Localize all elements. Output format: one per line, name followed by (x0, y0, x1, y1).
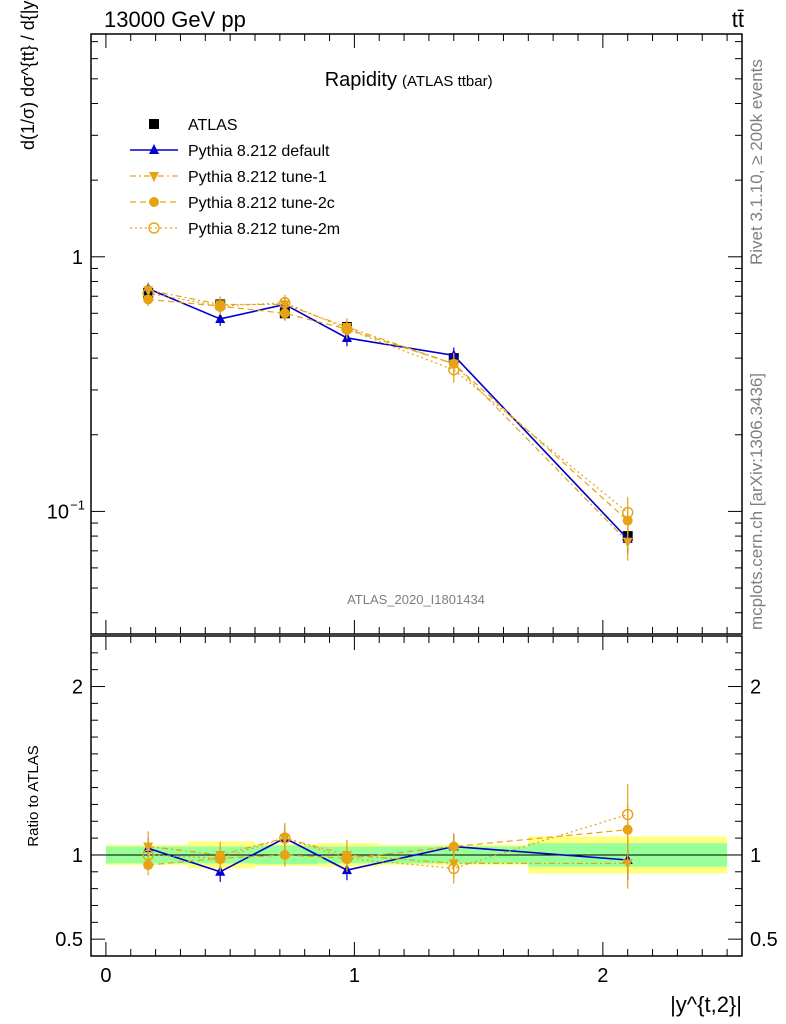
series-tune2c (143, 293, 633, 537)
marker-tune2m (341, 323, 353, 335)
x-tick-label: 2 (597, 965, 608, 987)
series-line-default (147, 287, 629, 540)
main-panel: 1 10 −1 Rapidity (ATLAS ttbar) ATLAS_2020_… (18, 0, 743, 635)
legend-label-tune1: Pythia 8.212 tune-1 (188, 169, 327, 186)
legend-label-tune2m: Pythia 8.212 tune-2m (188, 221, 340, 238)
ratio-ytick-label-right: 1 (750, 845, 761, 867)
ratio-ytick-label-left: 1 (72, 845, 83, 867)
legend-item-tune2c: Pythia 8.212 tune-2c (130, 195, 335, 212)
ratio-series-layer (142, 784, 634, 889)
ratio-ytick-label-left: 0.5 (55, 929, 83, 951)
ratio-marker-tune1 (622, 859, 633, 870)
series-data (143, 287, 633, 547)
main-axis-ticks: 1 10 −1 (47, 34, 742, 634)
legend-item-tune2m: Pythia 8.212 tune-2m (130, 221, 340, 238)
series-default (143, 282, 633, 555)
ratio-marker-tune2m (341, 852, 353, 865)
analysis-watermark: ATLAS_2020_I1801434 (347, 592, 485, 607)
series-tune1 (143, 282, 633, 561)
legend-marker-default (149, 144, 159, 154)
series-line-tune2c (148, 298, 629, 522)
legend-item-tune1: Pythia 8.212 tune-1 (130, 169, 327, 186)
marker-tune2m (142, 287, 154, 299)
x-axis-label: |y^{t,2}| (670, 992, 742, 1017)
energy-label: 13000 GeV pp (104, 7, 246, 32)
main-series-layer (142, 282, 634, 561)
main-ylabel: d(1/σ) dσ^{tt} / d{|y^{t,2}|} (18, 0, 38, 150)
main-ytick-label: 10 (47, 501, 69, 523)
series-line-tune1 (148, 289, 629, 543)
ratio-marker-tune2m (448, 862, 460, 875)
legend-label-data: ATLAS (188, 117, 238, 134)
ratio-line-tune1 (148, 837, 628, 864)
series-line-tune2m (148, 292, 629, 513)
ratio-marker-tune2m (622, 808, 634, 821)
legend: ATLAS Pythia 8.212 default Pythia 8.212 tu… (130, 117, 340, 238)
legend-marker-data (149, 119, 159, 129)
main-frame (90, 33, 743, 635)
ratio-series-tune2m (142, 784, 634, 884)
marker-default (215, 312, 226, 323)
ratio-line-default (147, 837, 628, 873)
marker-tune2m (448, 364, 460, 376)
x-tick-label: 0 (100, 965, 111, 987)
ratio-line-tune2m (148, 813, 628, 870)
legend-item-default: Pythia 8.212 default (130, 143, 330, 160)
ratio-line-tune2c (148, 829, 628, 866)
legend-label-tune2c: Pythia 8.212 tune-2c (188, 195, 335, 212)
ratio-ytick-label-right: 0.5 (750, 929, 778, 951)
ratio-ytick-label-left: 2 (72, 677, 83, 699)
marker-tune1 (622, 537, 633, 548)
ratio-marker-tune2c (279, 849, 290, 860)
ratio-frame (90, 635, 743, 957)
marker-tune2m (279, 297, 291, 309)
ratio-series-tune2c (143, 804, 633, 876)
main-ytick-exponent: −1 (70, 497, 85, 512)
marker-tune2c (279, 308, 290, 319)
rivet-label: Rivet 3.1.10, ≥ 200k events (747, 59, 766, 265)
ratio-panel: 0.5 0.5 1 1 2 2 0 1 2 Ratio to ATLAS |y^{t,2}| (25, 635, 778, 1017)
ratio-marker-tune2m (279, 832, 291, 844)
legend-item-data: ATLAS (149, 117, 238, 134)
legend-marker-tune2m (148, 222, 160, 234)
ratio-marker-tune2c (448, 841, 459, 852)
legend-label-default: Pythia 8.212 default (188, 143, 330, 160)
ratio-axis-ticks: 0.5 0.5 1 1 2 2 0 1 2 (55, 636, 778, 987)
main-ytick-label: 1 (72, 247, 83, 269)
ratio-ytick-label-right: 2 (750, 677, 761, 699)
plot-subtitle: (ATLAS ttbar) (402, 73, 493, 90)
marker-tune2m (622, 506, 634, 519)
legend-marker-tune1 (149, 172, 159, 182)
ratio-marker-tune2m (214, 852, 226, 865)
plot-title: Rapidity (325, 69, 397, 91)
marker-tune2m (214, 300, 226, 312)
legend-marker-tune2c (149, 197, 159, 207)
mcplots-label: mcplots.cern.ch [arXiv:1306.3436] (747, 373, 766, 630)
process-label: tt̄ (732, 7, 744, 32)
ratio-marker-tune2m (142, 849, 154, 861)
x-tick-label: 1 (349, 965, 360, 987)
ratio-ylabel: Ratio to ATLAS (25, 745, 42, 846)
series-tune2m (142, 285, 634, 531)
